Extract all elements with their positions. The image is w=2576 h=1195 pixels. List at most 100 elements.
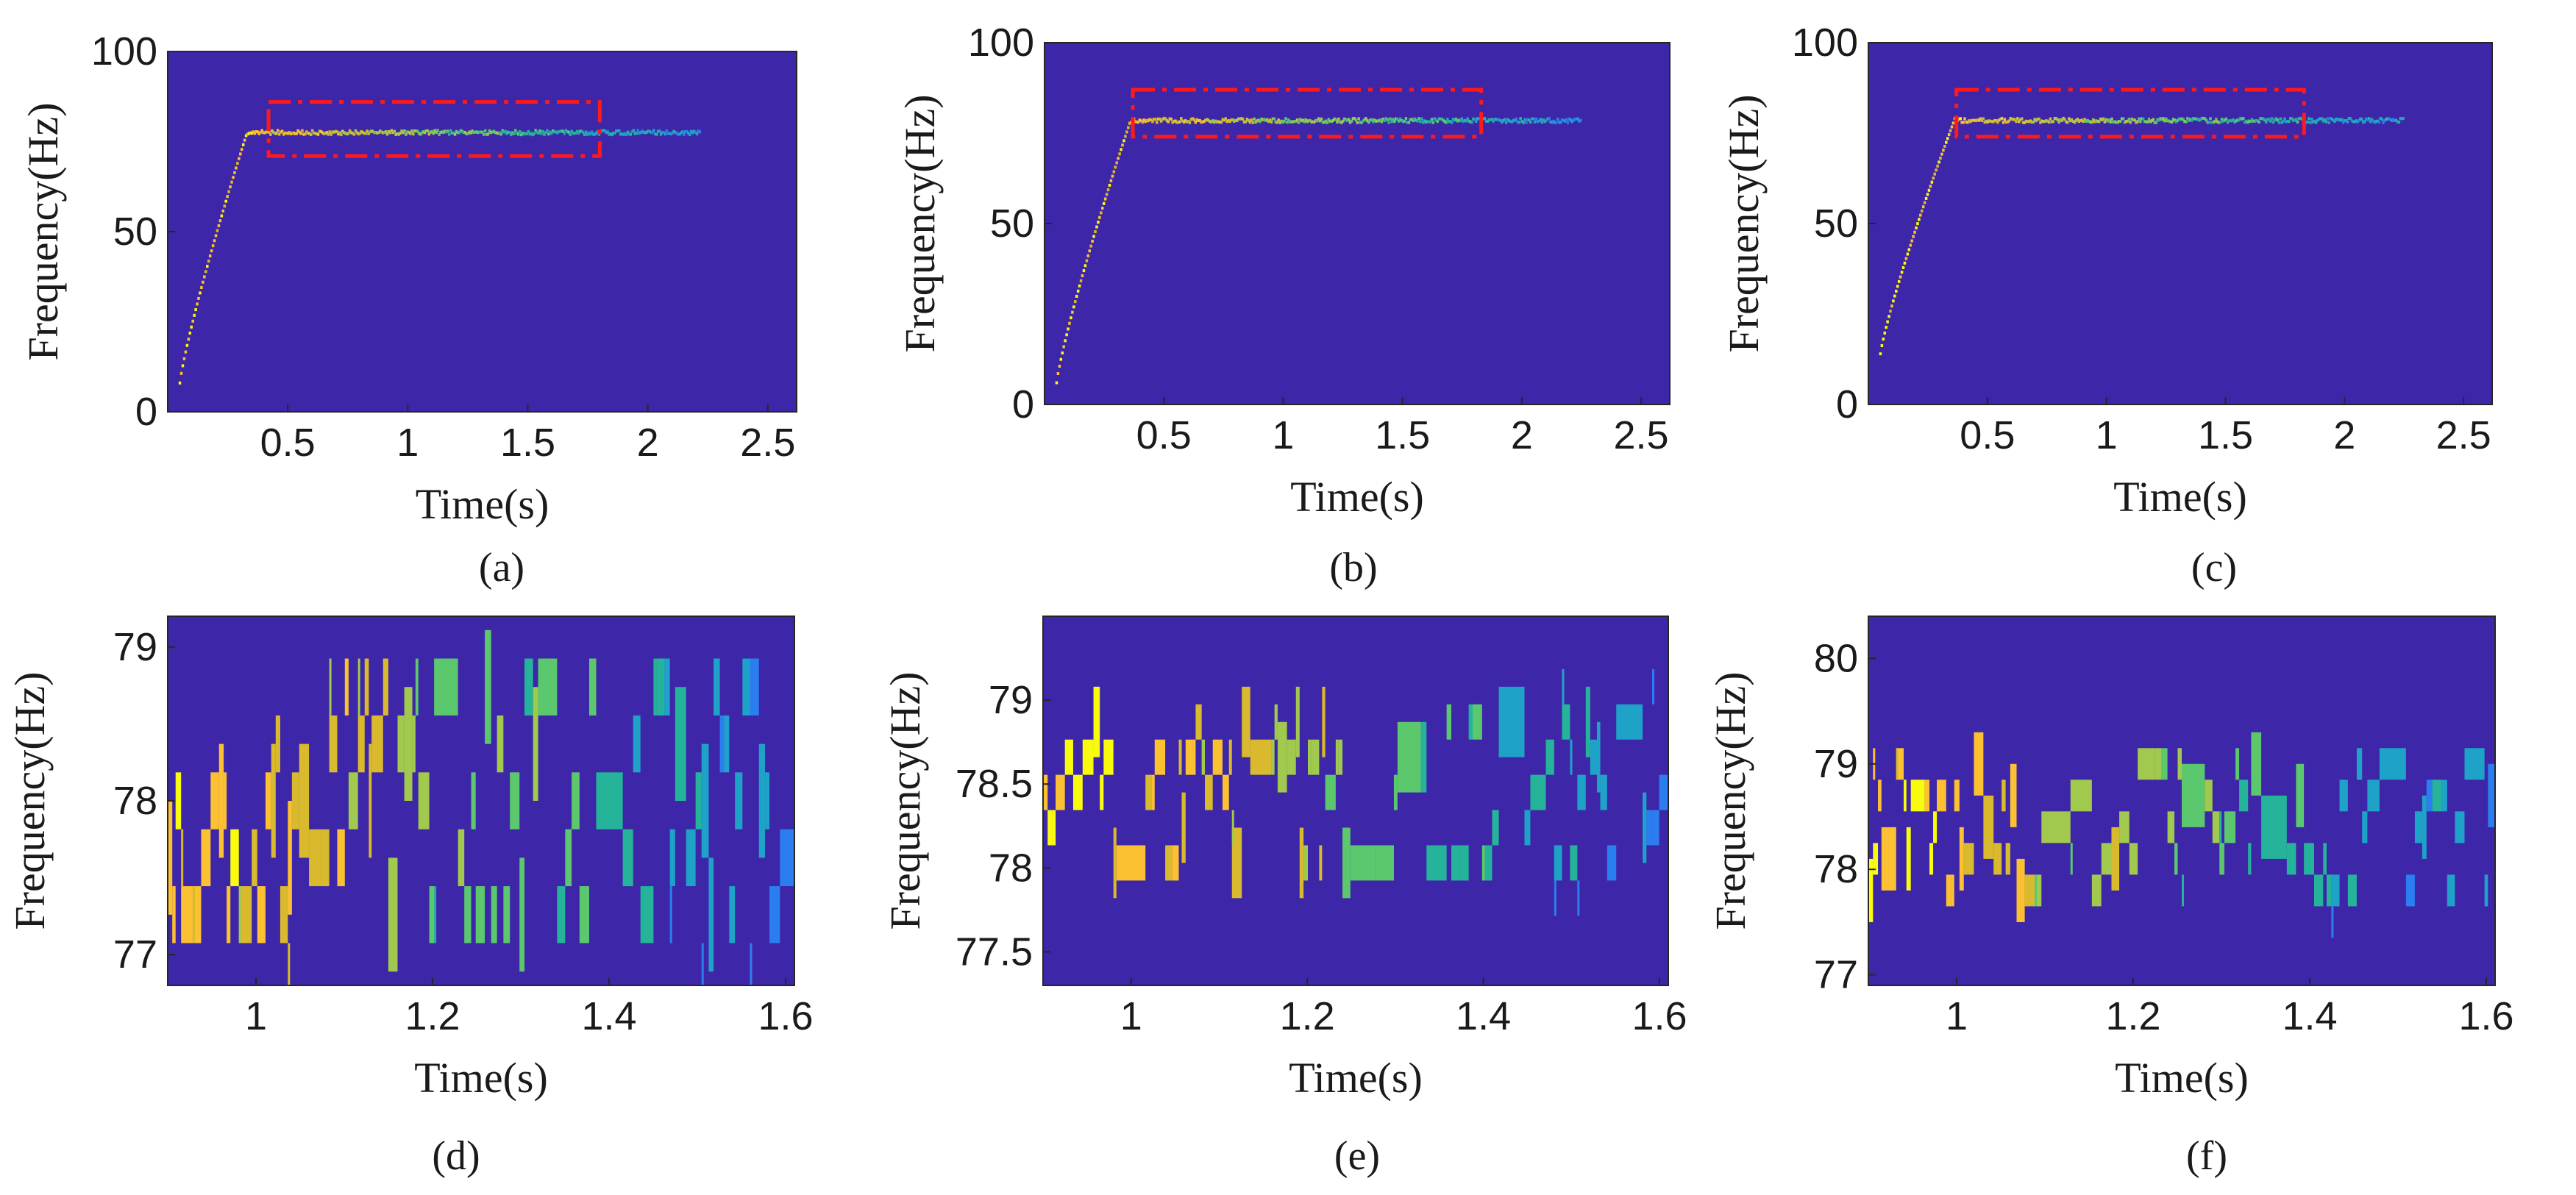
ridge-point [1957, 117, 1960, 121]
freq-bin [510, 772, 520, 830]
ridge-point [1350, 119, 1353, 123]
ridge-point [1273, 117, 1276, 121]
ridge-point [2285, 120, 2288, 124]
ridge-point [1568, 117, 1571, 121]
ridge-point [2007, 119, 2010, 123]
ridge-point [1430, 118, 1434, 121]
ridge-point [580, 129, 583, 133]
ridge-point [2326, 117, 2330, 121]
ridge-point [2116, 121, 2119, 124]
ridge-point [2118, 119, 2122, 123]
ridge-point [276, 129, 280, 132]
ridge-point [1136, 121, 1140, 124]
ridge-point [1472, 117, 1475, 121]
ridge-point [2106, 119, 2109, 123]
freq-bin [471, 772, 476, 830]
ridge-point [1502, 119, 1505, 123]
freq-bin [1659, 774, 1668, 810]
ridge-point [1345, 118, 1349, 122]
ridge-point [2143, 120, 2146, 124]
freq-bin [1878, 780, 1882, 812]
ridge-point [1501, 121, 1504, 124]
ridge-point [2188, 118, 2191, 122]
ridge-point [583, 133, 586, 137]
ridge-point [1173, 119, 1175, 123]
x-tick-label: 2.5 [1614, 413, 1669, 457]
ridge-point [307, 132, 310, 135]
ridge-point [203, 275, 206, 279]
ridge-point [2146, 120, 2149, 124]
freq-bin [1303, 845, 1309, 881]
ridge-point [377, 131, 380, 135]
ridge-point [1475, 120, 1478, 124]
ridge-point [1174, 119, 1177, 123]
ridge-point [564, 129, 568, 132]
freq-bin [1181, 792, 1186, 863]
ridge-point [1900, 271, 1904, 274]
ridge-point [427, 132, 431, 136]
freq-bin [2016, 858, 2025, 922]
x-axis-label: Time(s) [1289, 1054, 1423, 1102]
ridge-point [190, 325, 193, 329]
ridge-point [534, 129, 537, 132]
ridge-point [1879, 352, 1882, 356]
x-tick-label: 1.5 [1375, 413, 1430, 457]
y-tick-label: 79 [113, 625, 157, 669]
ridge-point [2012, 118, 2015, 121]
ridge-point [1436, 120, 1440, 124]
ridge-point [2121, 117, 2125, 121]
freq-bin [1319, 845, 1323, 881]
ridge-point [1906, 252, 1910, 256]
ridge-point [674, 131, 677, 135]
ridge-point [1427, 120, 1431, 124]
ridge-point [597, 132, 601, 136]
ridge-point [1921, 205, 1925, 209]
ridge-point [616, 129, 619, 133]
ridge-point [2344, 119, 2348, 123]
freq-bin [1993, 843, 2002, 875]
freq-spike [701, 943, 704, 985]
ridge-point [652, 129, 655, 132]
ridge-point [2089, 120, 2092, 124]
ridge-point [367, 132, 370, 135]
freq-bin [653, 658, 657, 716]
x-tick-label: 2.5 [740, 421, 795, 465]
y-tick-label: 100 [91, 29, 157, 74]
ridge-point [471, 129, 474, 133]
freq-bin [1954, 780, 1960, 812]
ridge-point [1483, 117, 1487, 121]
freq-bin [172, 886, 176, 943]
ridge-point [305, 130, 308, 134]
freq-bin [1295, 686, 1300, 757]
ridge-point [263, 131, 266, 135]
ridge-point [2088, 120, 2091, 124]
ridge-point [296, 129, 299, 132]
ridge-point [651, 131, 654, 135]
ridge-point [2193, 117, 2196, 121]
ridge-point [1526, 118, 1529, 121]
ridge-point [1103, 197, 1107, 201]
ridge-point [2018, 118, 2022, 121]
freq-bin [1052, 810, 1056, 846]
y-tick-label: 100 [968, 21, 1034, 65]
ridge-point [573, 132, 576, 135]
ridge-point [619, 132, 622, 136]
ridge-point [2110, 117, 2113, 121]
ridge-point [413, 129, 416, 132]
freq-bin [291, 772, 299, 830]
ridge-point [2270, 117, 2274, 121]
ridge-point [1182, 120, 1186, 124]
ridge-point [1218, 121, 1222, 124]
ridge-point [1256, 119, 1259, 123]
ridge-point [252, 130, 255, 134]
ridge-point [282, 132, 285, 136]
ridge-point [1281, 121, 1284, 124]
ridge-point [2112, 120, 2115, 124]
ridge-point [224, 199, 227, 203]
ridge-point [1962, 121, 1965, 124]
ridge-point [1396, 118, 1399, 121]
ridge-point [354, 129, 357, 132]
ridge-point [567, 130, 570, 134]
panel-f: 1 1.2 1.4 1.6 77 78 79 80 Time(s) Frequency(Hz) (f… [1707, 616, 2514, 1179]
ridge-point [1971, 118, 1975, 122]
